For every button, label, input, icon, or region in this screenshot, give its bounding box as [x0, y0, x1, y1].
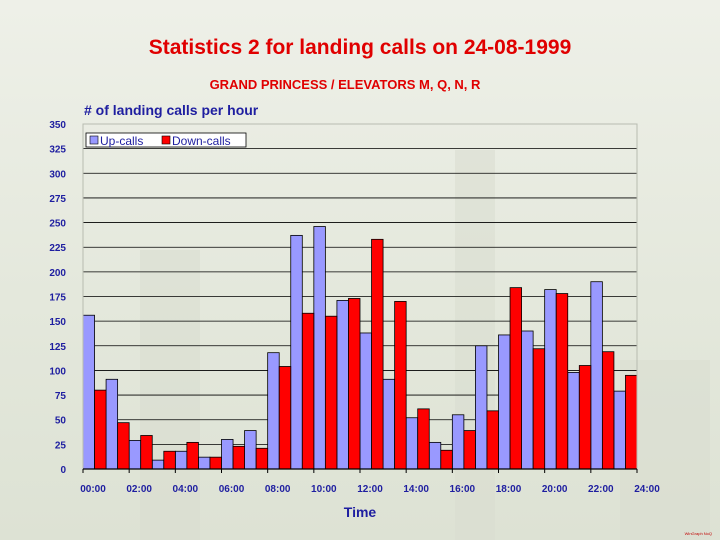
down-calls-bar [440, 449, 453, 470]
background-building-right [455, 150, 495, 540]
legend-label-down-calls: Down-calls [172, 134, 231, 148]
up-calls-bar [151, 459, 165, 470]
page-title: Statistics 2 for landing calls on 24-08-… [148, 36, 572, 59]
up-calls-bar [244, 430, 257, 470]
down-calls-bar [463, 430, 476, 470]
down-calls-bar [555, 293, 569, 470]
legend-label-up-calls: Up-calls [100, 134, 143, 148]
up-calls-bar [590, 281, 603, 470]
down-calls-bar [348, 298, 361, 470]
y-tick-label: 100 [49, 366, 66, 377]
up-calls-bar [336, 300, 349, 470]
down-calls-bar [232, 445, 245, 470]
x-axis-ticks: 00:00 02:00 04:00 06:00 08:00 10:00 12:00 14:00… [80, 469, 660, 495]
down-calls-bar [625, 374, 638, 470]
x-tick-label: 06:00 [219, 484, 245, 495]
down-calls-bar [278, 366, 292, 470]
up-calls-bar [428, 441, 442, 470]
down-calls-bar [371, 238, 384, 470]
up-calls-bar [567, 371, 580, 470]
y-tick-label: 275 [49, 194, 66, 205]
down-calls-bar [324, 315, 338, 470]
chart-title: # of landing calls per hour [84, 102, 259, 118]
y-tick-label: 350 [49, 120, 66, 131]
y-tick-label: 75 [55, 391, 67, 402]
up-calls-bar [174, 450, 188, 470]
x-tick-label: 16:00 [450, 484, 476, 495]
x-tick-label: 08:00 [265, 484, 291, 495]
y-tick-label: 150 [49, 317, 66, 328]
legend: Up-calls Down-calls [85, 132, 247, 148]
y-tick-label: 300 [49, 169, 66, 180]
down-calls-bar [94, 389, 107, 470]
x-tick-label: 20:00 [542, 484, 568, 495]
up-calls-bar [221, 439, 234, 470]
down-calls-bar [186, 441, 199, 470]
y-tick-label: 25 [55, 440, 67, 451]
y-tick-label: 0 [60, 465, 66, 476]
up-calls-bar [128, 440, 142, 470]
up-calls-bar [198, 456, 211, 470]
y-tick-label: 325 [49, 145, 66, 156]
up-calls-bar [498, 334, 511, 470]
x-tick-label: 24:00 [634, 484, 660, 495]
x-axis-label: Time [343, 504, 377, 520]
down-calls-bar [532, 348, 546, 470]
up-calls-bar [82, 314, 95, 470]
up-calls-bar [359, 332, 372, 470]
y-tick-label: 125 [49, 342, 66, 353]
up-calls-bar [544, 289, 557, 470]
x-tick-label: 18:00 [496, 484, 522, 495]
up-calls-bar [405, 417, 419, 470]
legend-swatch-down-calls [161, 135, 171, 145]
up-calls-bar [475, 345, 488, 470]
down-calls-bar [255, 447, 269, 470]
x-tick-label: 12:00 [357, 484, 383, 495]
legend-swatch-up-calls [89, 135, 99, 145]
x-tick-label: 22:00 [588, 484, 614, 495]
x-tick-label: 00:00 [80, 484, 106, 495]
up-calls-bar [613, 390, 626, 470]
up-calls-bar [105, 378, 119, 470]
x-tick-label: 14:00 [403, 484, 429, 495]
down-calls-bar [301, 312, 315, 470]
up-calls-bar [451, 414, 465, 470]
y-tick-label: 250 [49, 219, 66, 230]
y-tick-label: 200 [49, 268, 66, 279]
bars [82, 226, 638, 470]
page-subtitle: GRAND PRINCESS / ELEVATORS M, Q, N, R [209, 77, 481, 92]
x-tick-label: 10:00 [311, 484, 337, 495]
y-axis-ticks: 0 25 50 75 100 125 150 175 200 225 250 275 300 325 350 [49, 120, 66, 476]
x-tick-label: 02:00 [126, 484, 152, 495]
down-calls-bar [417, 408, 430, 470]
y-tick-label: 175 [49, 293, 66, 304]
down-calls-bar [509, 287, 522, 470]
up-calls-bar [290, 234, 303, 470]
down-calls-bar [578, 365, 592, 470]
up-calls-bar [313, 226, 326, 470]
up-calls-bar [382, 378, 396, 470]
down-calls-bar [394, 301, 407, 470]
down-calls-bar [117, 422, 130, 470]
y-tick-label: 225 [49, 243, 66, 254]
down-calls-bar [209, 456, 222, 470]
down-calls-bar [601, 351, 615, 470]
footer-note: WinGraph NoQ [684, 531, 712, 536]
y-tick-label: 50 [55, 416, 67, 427]
up-calls-bar [267, 352, 280, 470]
down-calls-bar [163, 450, 176, 470]
x-tick-label: 04:00 [173, 484, 199, 495]
up-calls-bar [521, 330, 534, 470]
down-calls-bar [140, 435, 153, 470]
down-calls-bar [486, 410, 499, 470]
